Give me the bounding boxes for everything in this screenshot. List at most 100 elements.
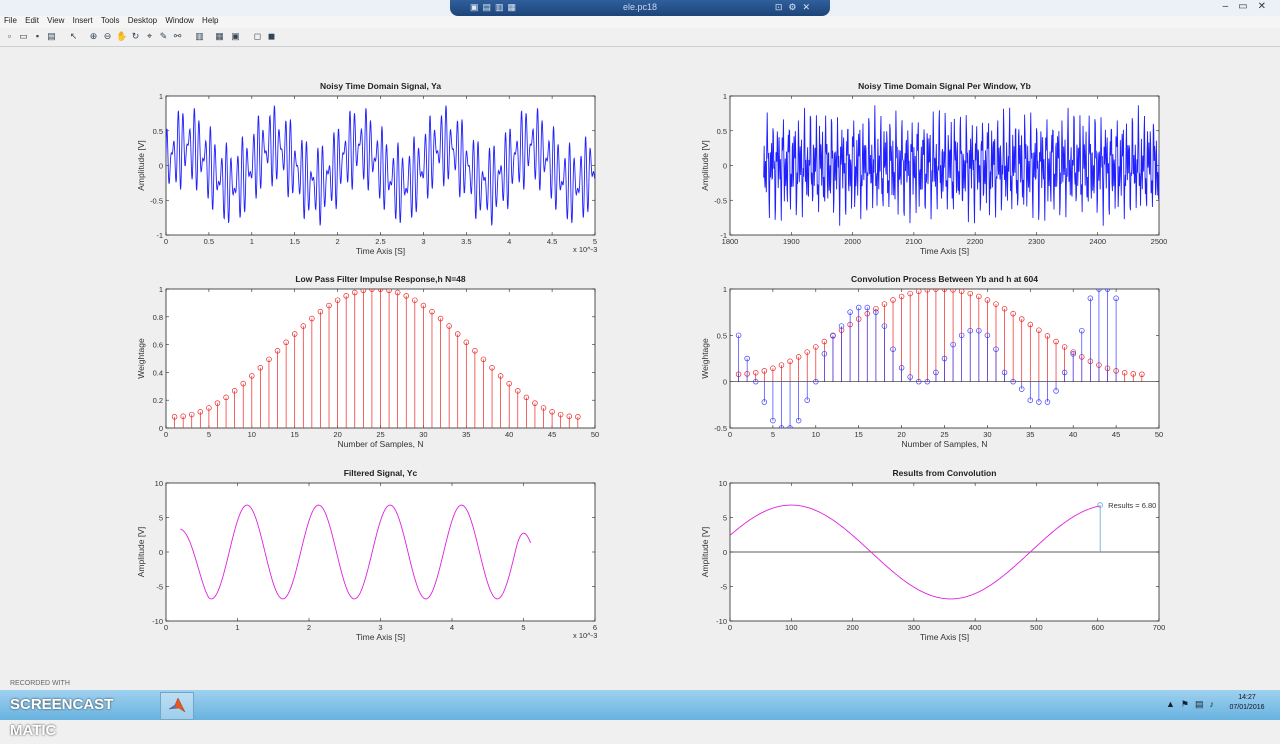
x-tick-label: 2500 bbox=[1151, 237, 1168, 246]
stem-marker bbox=[532, 400, 538, 406]
open-folder-icon[interactable]: ▭ bbox=[19, 31, 28, 41]
signal-line bbox=[166, 105, 595, 226]
stem-marker bbox=[274, 348, 281, 354]
blue-stem-marker bbox=[795, 417, 802, 424]
save-icon[interactable]: ▪ bbox=[35, 31, 40, 41]
y-tick-label: -5 bbox=[720, 583, 727, 592]
menu-view[interactable]: View bbox=[47, 16, 65, 25]
stem-marker bbox=[881, 301, 888, 307]
taskbar-clock[interactable]: 14:27 07/01/2016 bbox=[1220, 693, 1274, 713]
x-tick-label: 5 bbox=[521, 623, 525, 632]
x-tick-label: 3.5 bbox=[461, 237, 471, 246]
window-controls[interactable]: –▭✕ bbox=[1222, 1, 1276, 12]
rotate-icon[interactable]: ↻ bbox=[131, 31, 140, 41]
print-icon[interactable]: ▤ bbox=[47, 31, 56, 41]
menu-edit[interactable]: Edit bbox=[25, 16, 39, 25]
matlab-taskbar-button[interactable] bbox=[160, 692, 194, 720]
stem-marker bbox=[480, 356, 487, 363]
window-titlebar: ▣▤▥▦ ele.pc18 ⊡⚙✕ –▭✕ bbox=[0, 0, 1280, 16]
plots-canvas: Noisy Time Domain Signal, Ya 0 0.5 1 1.5 2 2.5… bbox=[136, 81, 1168, 642]
plot-title: Convolution Process Between Yb and h at … bbox=[851, 274, 1038, 284]
menu-bar: File Edit View Insert Tools Desktop Wind… bbox=[0, 16, 1280, 28]
stem-marker bbox=[360, 289, 367, 294]
stem-marker bbox=[916, 289, 922, 295]
blue-stem-marker bbox=[967, 327, 973, 334]
y-tick-label: 0 bbox=[723, 378, 727, 387]
brush-icon[interactable]: ✎ bbox=[159, 31, 168, 41]
y-axis-label: Amplitude [V] bbox=[700, 527, 710, 578]
pointer-icon[interactable]: ↖ bbox=[69, 31, 78, 41]
plot-title: Results from Convolution bbox=[893, 468, 997, 478]
x-tick-label: 400 bbox=[969, 623, 982, 632]
y-tick-label: 1 bbox=[159, 285, 163, 294]
stem-marker bbox=[907, 290, 913, 297]
menu-file[interactable]: File bbox=[4, 16, 17, 25]
blue-stem-marker bbox=[1070, 351, 1076, 357]
hide-plot-tools-icon[interactable]: ▣ bbox=[231, 31, 240, 41]
zoom-out-icon[interactable]: ⊖ bbox=[103, 31, 112, 41]
menu-help[interactable]: Help bbox=[202, 16, 219, 25]
y-tick-label: -0.5 bbox=[714, 424, 727, 433]
blue-stem-marker bbox=[770, 417, 776, 424]
stem-marker bbox=[206, 405, 212, 411]
menu-desktop[interactable]: Desktop bbox=[127, 16, 158, 25]
dock-icon[interactable]: ◼ bbox=[267, 31, 276, 41]
blue-stem-marker bbox=[804, 397, 810, 403]
title-tab-controls[interactable]: ⊡⚙✕ bbox=[774, 2, 816, 12]
x-tick-label: 1 bbox=[235, 623, 239, 632]
blue-stem-marker bbox=[924, 378, 931, 385]
x-axis-label: Time Axis [S] bbox=[356, 246, 405, 256]
plot-p5: Filtered Signal, Yc 0 1 2 3 4 5 6 -10 -5 0 5 10 x 10^… bbox=[136, 468, 597, 642]
stem-marker bbox=[549, 409, 555, 415]
menu-window[interactable]: Window bbox=[165, 16, 194, 25]
zoom-in-icon[interactable]: ⊕ bbox=[89, 31, 98, 41]
y-axis-label: Amplitude [V] bbox=[700, 140, 710, 191]
colorbar-icon[interactable]: ▥ bbox=[195, 31, 204, 41]
x-tick-label: 2000 bbox=[844, 237, 861, 246]
blue-stem-marker bbox=[993, 346, 999, 352]
quick-access-icons[interactable]: ▣▤▥▦ bbox=[470, 2, 521, 12]
plot-title: Filtered Signal, Yc bbox=[344, 468, 418, 478]
menu-tools[interactable]: Tools bbox=[100, 16, 120, 25]
blue-stem-marker bbox=[787, 425, 793, 428]
blue-stem-marker bbox=[890, 346, 896, 352]
x-tick-label: 10 bbox=[812, 430, 820, 439]
system-tray-icons[interactable]: ▲⚑▤♪ bbox=[1166, 699, 1220, 709]
legend-icon[interactable]: ▦ bbox=[215, 31, 224, 41]
figure-toolbar: ▫ ▭ ▪ ▤ ↖ ⊕ ⊖ ✋ ↻ ⌖ ✎ ⚯ ▥ ▦ ▣ ◻ ◼ bbox=[0, 28, 1280, 47]
y-tick-label: -0.5 bbox=[714, 196, 727, 205]
x-tick-label: 40 bbox=[505, 430, 513, 439]
plot-content bbox=[763, 105, 1159, 226]
x-tick-label: 20 bbox=[897, 430, 905, 439]
show-plot-tools-icon[interactable]: ◻ bbox=[253, 31, 262, 41]
stem-marker bbox=[300, 323, 307, 329]
stem-marker bbox=[976, 293, 982, 300]
stem-marker bbox=[188, 411, 195, 418]
x-tick-label: 2300 bbox=[1028, 237, 1045, 246]
new-file-icon[interactable]: ▫ bbox=[7, 31, 12, 41]
x-tick-label: 0 bbox=[728, 430, 732, 439]
blue-stem-marker bbox=[1113, 295, 1119, 302]
y-tick-label: 1 bbox=[159, 92, 163, 101]
stem-marker bbox=[454, 331, 461, 337]
y-axis-label: Weightage bbox=[700, 338, 710, 379]
stem-marker bbox=[1130, 371, 1137, 377]
menu-insert[interactable]: Insert bbox=[72, 16, 93, 25]
signal-line bbox=[763, 105, 1159, 226]
stem-marker bbox=[993, 301, 999, 307]
x-tick-label: 35 bbox=[462, 430, 470, 439]
pan-icon[interactable]: ✋ bbox=[116, 31, 128, 41]
x-tick-label: 1900 bbox=[783, 237, 800, 246]
link-icon[interactable]: ⚯ bbox=[173, 31, 182, 41]
stem-marker bbox=[1036, 327, 1042, 333]
y-axis-label: Weightage bbox=[136, 338, 146, 379]
data-cursor-icon[interactable]: ⌖ bbox=[146, 31, 153, 41]
x-tick-label: 4 bbox=[507, 237, 511, 246]
blue-stem-marker bbox=[933, 369, 939, 376]
x-tick-label: 6 bbox=[593, 623, 597, 632]
blue-stem-marker bbox=[1053, 388, 1059, 394]
blue-stem-marker bbox=[821, 351, 828, 357]
y-tick-label: 1 bbox=[723, 92, 727, 101]
x-tick-label: 45 bbox=[1112, 430, 1120, 439]
blue-stem-marker bbox=[1027, 397, 1034, 403]
